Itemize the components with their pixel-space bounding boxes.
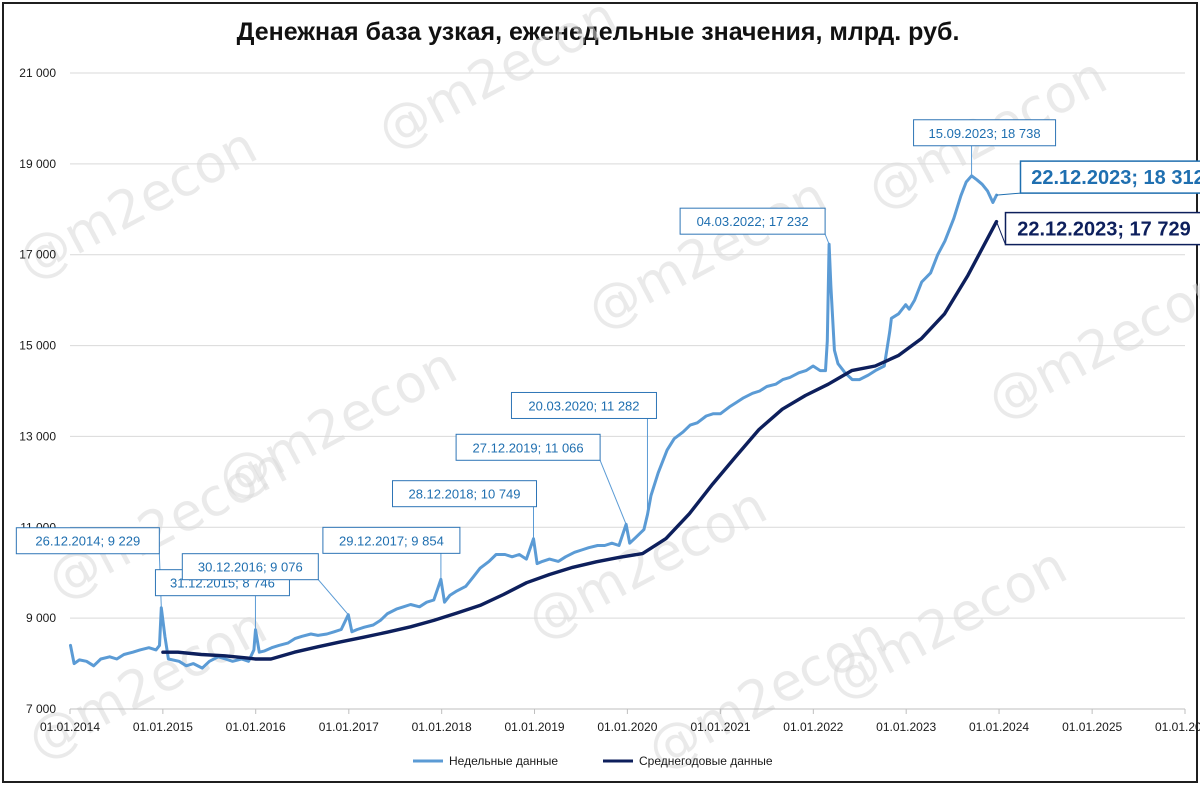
annotation-box	[15, 527, 160, 555]
x-axis-ticks: 01.01.2014 01.01.2015 01.01.2016 01.01.2017…	[40, 709, 1200, 734]
annotation-label: 29.12.2017; 9 854	[339, 533, 444, 548]
y-tick-label: 21 000	[19, 66, 56, 80]
annotation-box	[181, 553, 319, 581]
annotation-label: 22.12.2023; 17 729	[1017, 219, 1191, 241]
annotation-callout: 20.03.2020; 11 282	[510, 391, 657, 515]
annotation-leader	[996, 221, 1006, 245]
annotation-leader	[824, 233, 830, 245]
y-tick-label: 13 000	[19, 429, 56, 443]
annotation-box	[322, 526, 461, 554]
annotation-box	[1019, 160, 1200, 194]
annotation-label: 20.03.2020; 11 282	[528, 398, 639, 413]
annotation-box	[913, 119, 1057, 147]
annotation-callout: 26.12.2014; 9 229	[15, 527, 162, 608]
annotation-leader	[996, 192, 1021, 196]
annotation-callout: 27.12.2019; 11 066	[455, 433, 627, 525]
annotation-box	[455, 433, 601, 461]
annotation-callout: 22.12.2023; 18 312	[996, 160, 1200, 196]
x-tick-label: 01.01.2014	[40, 720, 100, 734]
legend: Недельные данные Среднегодовые данные	[413, 754, 773, 768]
watermark-text: @m2econ	[18, 596, 277, 772]
series-line-average	[161, 219, 999, 661]
x-tick-label: 01.01.2020	[597, 720, 657, 734]
x-tick-label: 01.01.2021	[690, 720, 750, 734]
legend-label: Среднегодовые данные	[639, 754, 773, 768]
annotation-callout: 04.03.2022; 17 232	[679, 207, 830, 245]
x-tick-label: 01.01.2025	[1062, 720, 1122, 734]
annotation-label: 28.12.2018; 10 749	[408, 487, 520, 502]
x-tick-label: 01.01.2022	[783, 720, 843, 734]
annotation-leader	[317, 579, 349, 616]
annotation-callout: 30.12.2016; 9 076	[181, 553, 349, 616]
annotation-box	[510, 391, 657, 419]
annotation-leader	[599, 460, 627, 525]
annotation-label: 27.12.2019; 11 066	[473, 440, 584, 455]
y-tick-label: 7 000	[26, 702, 56, 716]
annotation-label: 30.12.2016; 9 076	[198, 560, 303, 575]
annotation-callout: 15.09.2023; 18 738	[913, 119, 1057, 176]
chart-title: Денежная база узкая, еженедельные значен…	[236, 18, 960, 46]
y-tick-label: 15 000	[19, 339, 56, 353]
watermark-text: @m2econ	[8, 116, 267, 292]
x-tick-label: 01.01.2016	[226, 720, 286, 734]
series-lines	[69, 174, 999, 670]
annotation-callout: 29.12.2017; 9 854	[322, 526, 461, 580]
watermark-text: @m2econ	[368, 0, 627, 161]
watermark-text: @m2econ	[578, 166, 837, 342]
y-tick-label: 19 000	[19, 157, 56, 171]
annotation-callout: 28.12.2018; 10 749	[392, 480, 538, 539]
annotation-label: 15.09.2023; 18 738	[929, 126, 1041, 141]
annotation-label: 26.12.2014; 9 229	[35, 534, 140, 549]
annotation-label: 22.12.2023; 18 312	[1031, 167, 1200, 189]
annotation-callout: 22.12.2023; 17 729	[996, 211, 1200, 246]
x-tick-label: 01.01.2017	[319, 720, 379, 734]
annotation-box	[1004, 211, 1200, 246]
series-line-weekly	[69, 174, 998, 670]
x-tick-label: 01.01.2024	[969, 720, 1029, 734]
x-tick-label: 01.01.2018	[412, 720, 472, 734]
annotation-box	[392, 480, 538, 508]
legend-label: Недельные данные	[449, 754, 558, 768]
y-tick-label: 9 000	[26, 611, 56, 625]
y-tick-label: 17 000	[19, 248, 56, 262]
x-tick-label: 01.01.2015	[133, 720, 193, 734]
x-tick-label: 01.01.2019	[504, 720, 564, 734]
annotation-label: 04.03.2022; 17 232	[697, 214, 809, 229]
watermark-text: @m2econ	[978, 256, 1200, 432]
x-tick-label: 01.01.2023	[876, 720, 936, 734]
annotation-box	[679, 207, 826, 235]
